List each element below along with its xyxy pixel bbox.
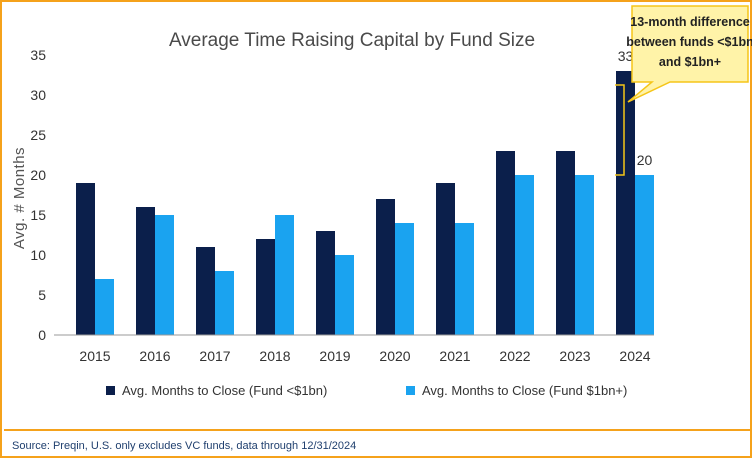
y-tick-label: 15 [30,207,46,223]
y-axis-ticks: 0 5 10 15 20 25 30 35 [30,47,46,343]
callout-line-3: and $1bn+ [659,55,721,69]
x-tick-label: 2016 [139,348,170,364]
x-tick-label: 2024 [619,348,650,364]
bar-small-funds [316,231,335,335]
legend-swatch-small-funds [106,386,115,395]
x-tick-label: 2018 [259,348,290,364]
bar-small-funds [76,183,95,335]
legend: Avg. Months to Close (Fund <$1bn) Avg. M… [106,383,627,398]
bar-large-funds [215,271,234,335]
bar-large-funds [275,215,294,335]
x-tick-label: 2019 [319,348,350,364]
bar-small-funds [136,207,155,335]
y-tick-label: 10 [30,247,46,263]
x-tick-label: 2017 [199,348,230,364]
x-tick-label: 2022 [499,348,530,364]
callout-line-1: 13-month difference [630,15,750,29]
bars-group [76,71,654,335]
bar-small-funds [496,151,515,335]
data-labels: 33 20 [618,48,653,168]
bar-large-funds [455,223,474,335]
bar-large-funds [575,175,594,335]
data-label: 20 [637,152,653,168]
difference-bracket [615,84,625,176]
callout-line-2: between funds <$1bn [626,35,752,49]
bar-large-funds [95,279,114,335]
legend-swatch-large-funds [406,386,415,395]
bar-small-funds [436,183,455,335]
legend-label-large-funds: Avg. Months to Close (Fund $1bn+) [422,383,627,398]
bar-large-funds [635,175,654,335]
chart-title: Average Time Raising Capital by Fund Siz… [169,30,535,51]
bar-large-funds [155,215,174,335]
x-axis-ticks: 2015 2016 2017 2018 2019 2020 2021 2022 2023 2024 [79,348,650,364]
callout-box [627,5,749,103]
source-note: Source: Preqin, U.S. only excludes VC fu… [12,440,356,452]
y-tick-label: 5 [38,287,46,303]
bar-large-funds [335,255,354,335]
data-label: 33 [618,48,634,64]
x-tick-label: 2015 [79,348,110,364]
y-tick-label: 25 [30,127,46,143]
bar-small-funds [616,71,635,335]
x-tick-label: 2020 [379,348,410,364]
bar-small-funds [256,239,275,335]
difference-callout: 13-month difference between funds <$1bn … [626,5,752,103]
y-tick-label: 35 [30,47,46,63]
bar-large-funds [395,223,414,335]
bar-small-funds [556,151,575,335]
y-tick-label: 0 [38,327,46,343]
y-tick-label: 20 [30,167,46,183]
y-tick-label: 30 [30,87,46,103]
bar-small-funds [376,199,395,335]
x-tick-label: 2023 [559,348,590,364]
legend-label-small-funds: Avg. Months to Close (Fund <$1bn) [122,383,327,398]
y-axis-label: Avg. # Months [11,147,28,249]
bar-small-funds [196,247,215,335]
bar-large-funds [515,175,534,335]
x-tick-label: 2021 [439,348,470,364]
